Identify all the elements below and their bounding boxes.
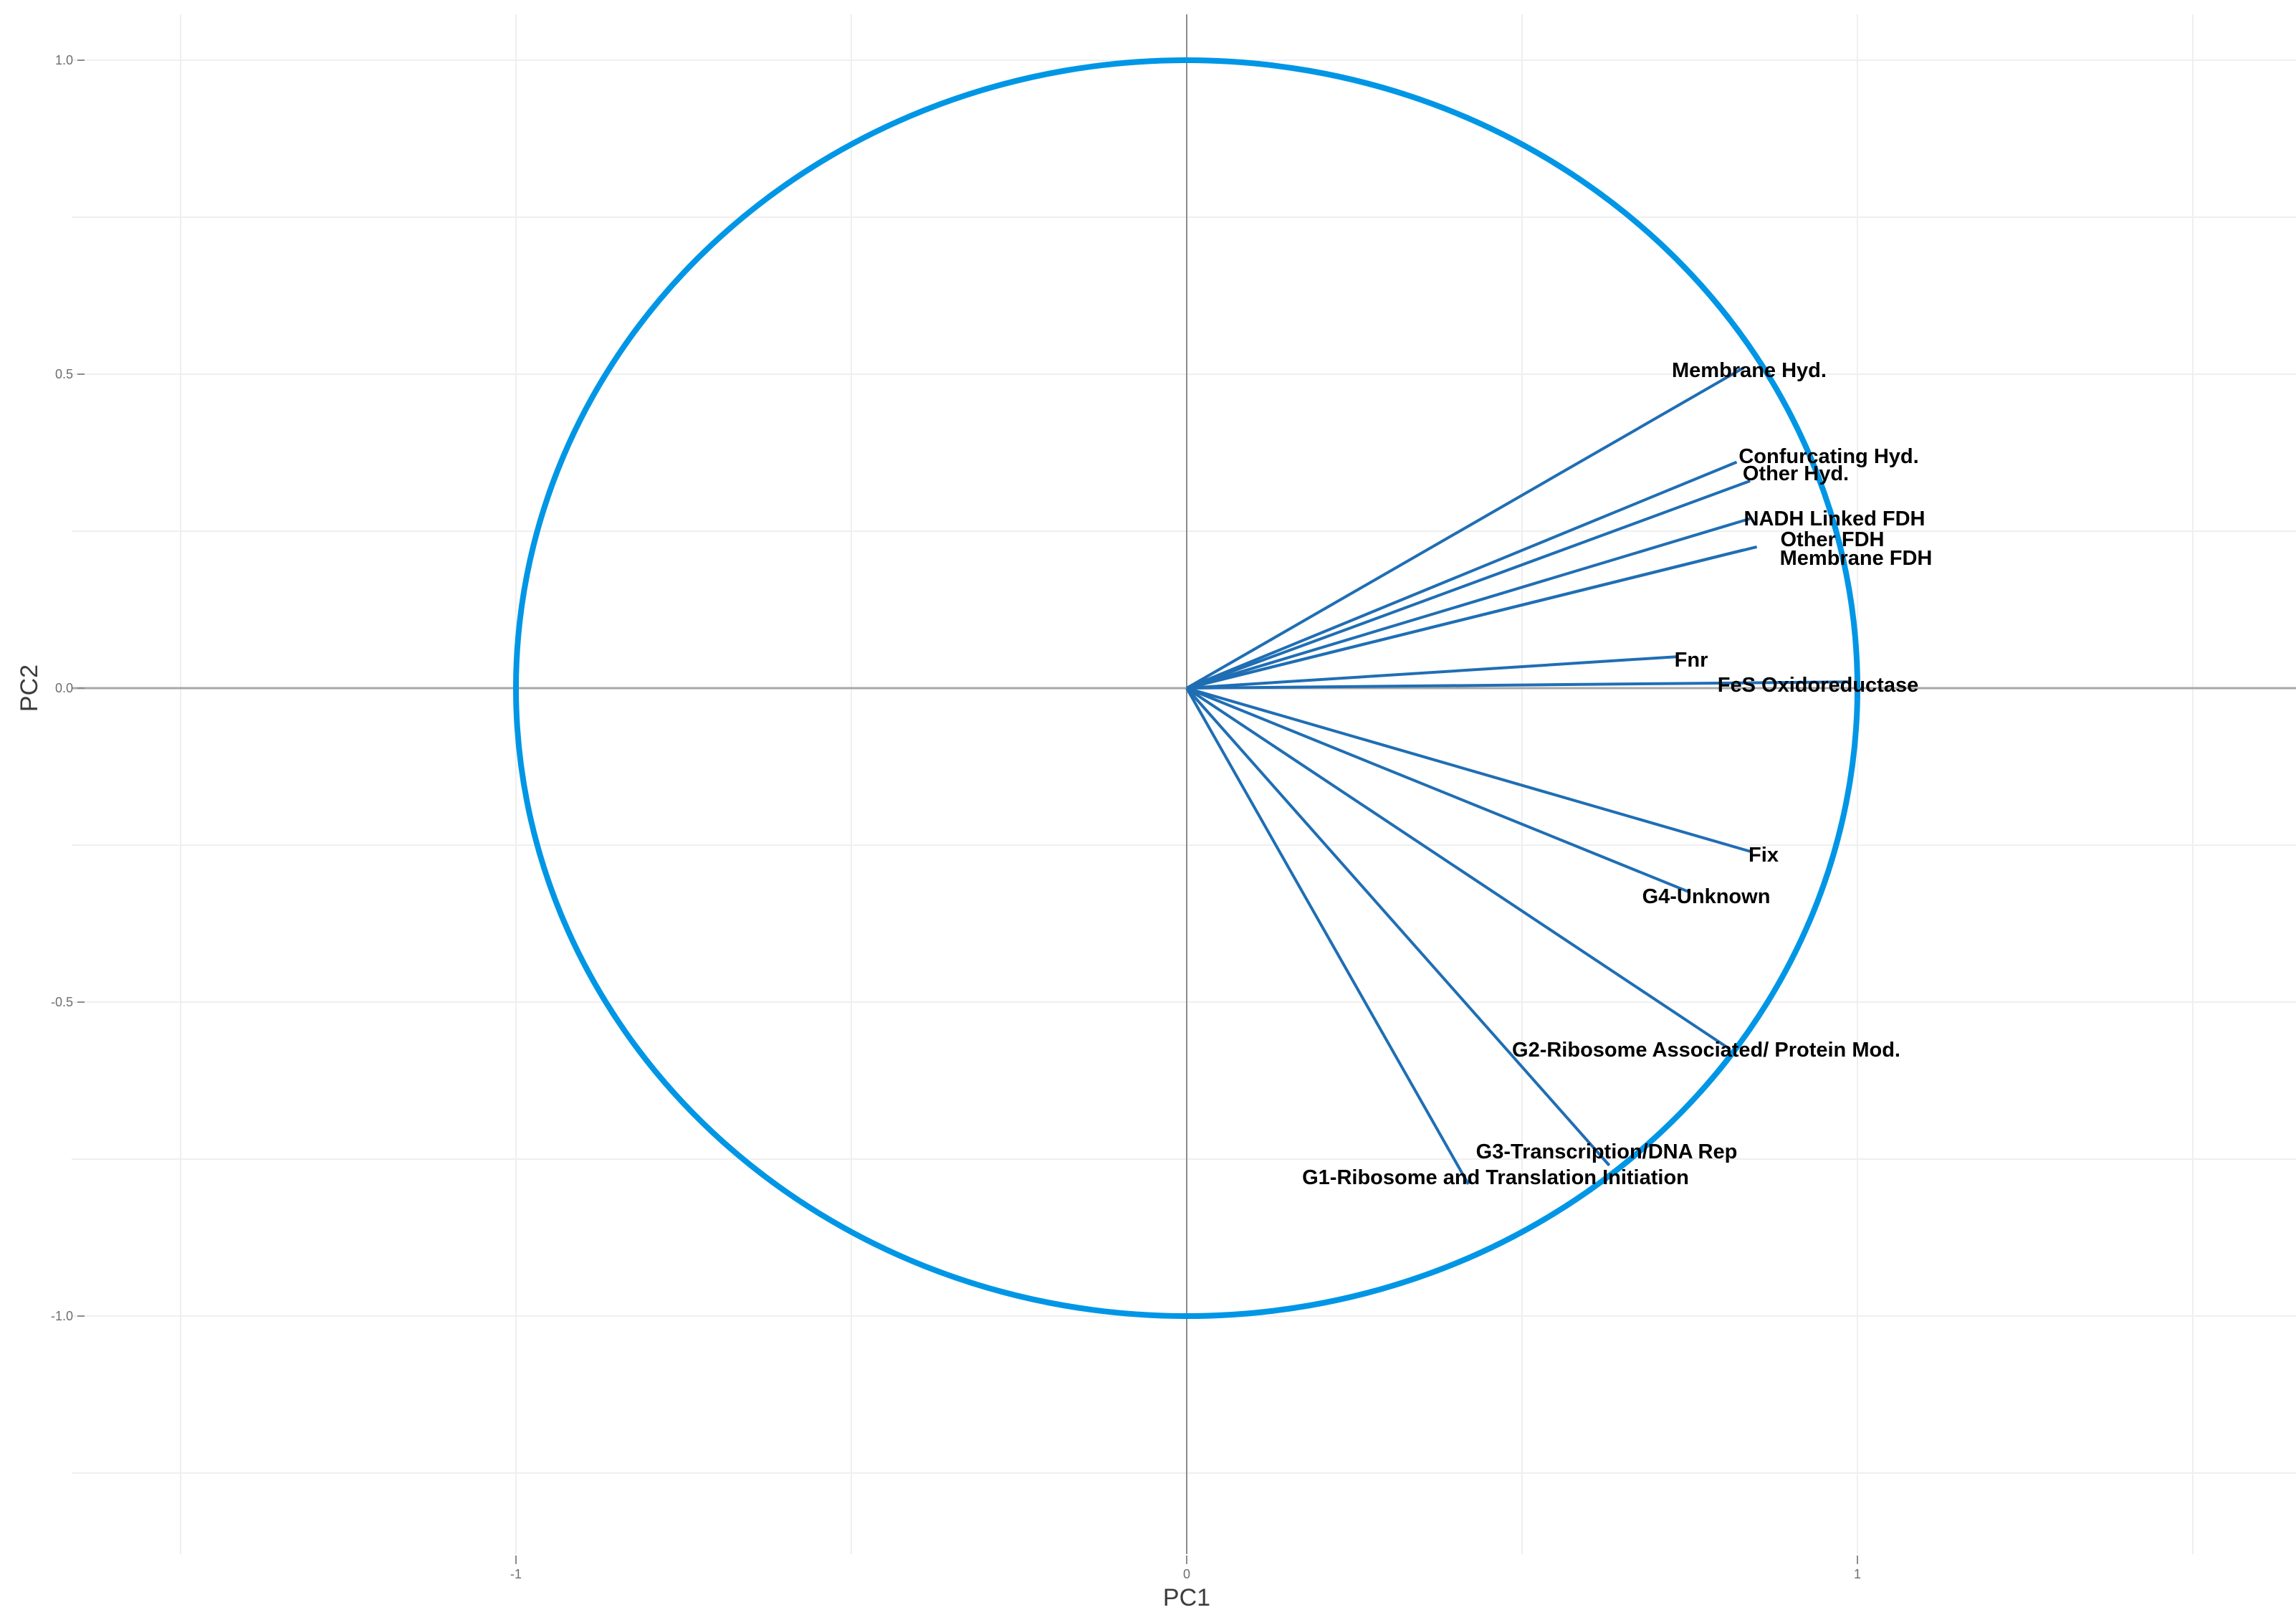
- label-fes-oxidoreductase: FeS Oxidoreductase: [1718, 674, 1918, 697]
- loading-vectors: [1185, 366, 1851, 1186]
- x-tick-label: 1: [1854, 1567, 1861, 1581]
- y-axis-title: PC2: [16, 664, 43, 712]
- label-g2-ribosome-associated-protein-mod: G2-Ribosome Associated/ Protein Mod.: [1512, 1039, 1900, 1062]
- label-confurcating-hyd: Confurcating Hyd.: [1738, 445, 1918, 468]
- vector-fes-oxidoreductase: [1186, 680, 1851, 690]
- y-tick-label: 0.5: [55, 367, 73, 381]
- vector-labels: Membrane Hyd. Confurcating Hyd.Other Hyd.…: [1302, 359, 1932, 1189]
- y-tick-label: -1.0: [51, 1309, 73, 1323]
- x-tick-label: -1: [510, 1567, 522, 1581]
- vector-nadh-linked-fdh: [1186, 517, 1751, 690]
- label-nadh-linked-fdh: NADH Linked FDH: [1744, 508, 1926, 530]
- vector-confurcating-hyd: [1186, 460, 1738, 690]
- y-tick-label: 1.0: [55, 53, 73, 67]
- label-g3-transcription-dna-rep: G3-Transcription/DNA Rep: [1476, 1140, 1738, 1163]
- label-other-fdh: Other FDH: [1781, 528, 1885, 551]
- y-tick-label: 0.0: [55, 681, 73, 695]
- vector-g1-ribosome-and-translation-initiation: [1185, 687, 1470, 1186]
- label-fix: Fix: [1749, 844, 1779, 867]
- axis-ticks: 1.0 0.5 0.0 -0.5 -1.0 -1 0 1: [51, 53, 1861, 1581]
- vector-fnr: [1186, 655, 1677, 690]
- vector-other-hyd: [1186, 480, 1751, 690]
- vector-membrane-hyd: [1186, 366, 1744, 690]
- vector-membrane-fdh: [1186, 545, 1758, 690]
- label-g1-ribosome-and-translation-initiation: G1-Ribosome and Translation Initiation: [1302, 1166, 1689, 1189]
- vector-fix: [1186, 687, 1751, 853]
- x-tick-label: 0: [1183, 1567, 1190, 1581]
- vector-g4-unknown: [1186, 687, 1690, 894]
- unit-circle-layer: [513, 57, 1860, 1319]
- vector-g3-transcription-dna-rep: [1185, 687, 1611, 1167]
- y-tick-label: -0.5: [51, 995, 73, 1009]
- vector-g2-ribosome-associated-protein-mod: [1185, 687, 1731, 1051]
- label-g4-unknown: G4-Unknown: [1642, 885, 1771, 908]
- label-membrane-hyd: Membrane Hyd.: [1672, 359, 1827, 382]
- label-other-hyd: Other Hyd.: [1743, 462, 1849, 485]
- unit-circle: [513, 57, 1860, 1319]
- label-fnr: Fnr: [1675, 649, 1708, 672]
- x-axis-title: PC1: [1163, 1584, 1210, 1611]
- reference-lines: [72, 14, 2296, 1554]
- label-membrane-fdh: Membrane FDH: [1780, 547, 1933, 570]
